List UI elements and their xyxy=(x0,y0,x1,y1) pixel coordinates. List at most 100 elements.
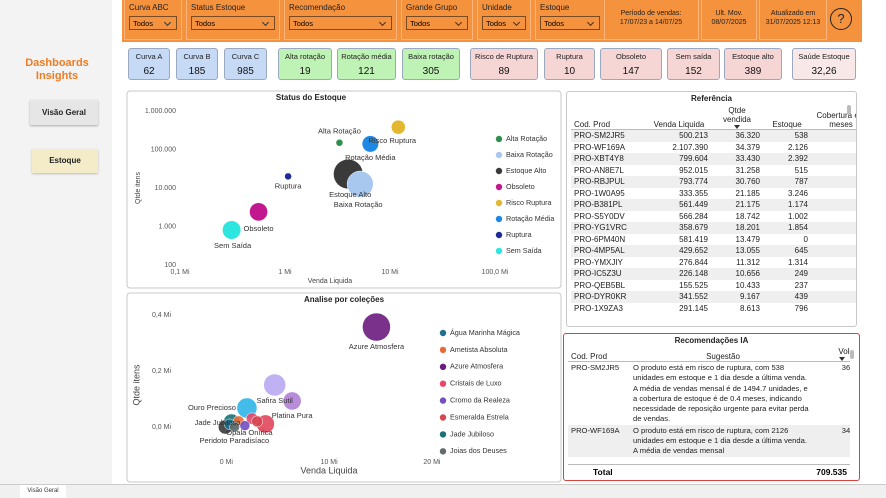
kpi-label: Curva B xyxy=(183,52,211,61)
help-button[interactable]: ? xyxy=(830,8,852,30)
table-cell: 566.284 xyxy=(679,211,708,221)
legend-marker xyxy=(495,215,503,223)
bubble-label: Estoque Alto xyxy=(329,190,371,199)
column-header: Sugestão xyxy=(630,347,816,362)
table-cell: 2,8 xyxy=(811,257,856,269)
legend-label: Joias dos Deuses xyxy=(450,446,507,455)
x-tick-label: 10 Mi xyxy=(381,269,399,276)
table-row: PRO-IC5Z3U 226.148 10.656 2490,6 xyxy=(571,268,856,280)
sidebar-title: Dashboards Insights xyxy=(25,57,89,82)
filter-dropdown[interactable]: Todos xyxy=(540,16,600,30)
legend-label: Jade Jubiloso xyxy=(450,429,494,438)
filter-dropdown[interactable]: Todos xyxy=(129,16,177,30)
table-cell: 952.015 xyxy=(679,165,708,175)
nav-button[interactable]: Visão Geral xyxy=(30,100,98,125)
x-tick-label: 1 Mi xyxy=(278,269,292,276)
sidebar xyxy=(0,0,112,484)
y-tick-label: 1.000.000 xyxy=(145,108,176,115)
page-tab[interactable]: Visão Geral xyxy=(20,485,66,498)
table-cell: PRO-IC5Z3U xyxy=(574,269,622,279)
bubble-label: Azure Atmosfera xyxy=(349,342,405,351)
kpi-label: Curva A xyxy=(135,52,163,61)
table-cell: 0,0 xyxy=(811,234,856,246)
table-body: PRO-SM2JR5500.21336.3205380,4PRO-WF169A2… xyxy=(571,129,856,315)
bubble xyxy=(361,135,379,153)
kpi-value: 19 xyxy=(299,66,311,77)
table-cell: O produto está em risco de ruptura, com … xyxy=(633,363,809,424)
legend-label: Cristais de Luxo xyxy=(450,379,502,388)
filter-label: Status Estoque xyxy=(191,3,246,12)
filter: Recomendação Todos xyxy=(284,0,397,40)
kpi-card: Alta rotação 19 xyxy=(278,48,332,80)
bubble-label: Obsoleto xyxy=(244,224,274,233)
header-row: Cod. ProdSugestãoVolume xyxy=(568,347,850,362)
bubble-label: Risco Ruptura xyxy=(369,136,417,145)
y-tick-label: 1.000 xyxy=(158,223,176,230)
filter-dropdown[interactable]: Todos xyxy=(191,16,275,30)
updated: 31/07/2025 12:13 xyxy=(765,19,821,26)
x-tick-label: 0 Mi xyxy=(220,459,234,466)
table-cell: PRO-YG1VRC xyxy=(574,223,627,233)
table-cell: 561.449 xyxy=(679,200,708,210)
table-cell: 226.148 xyxy=(679,269,708,279)
table-row: PRO-DYR0KR 341.552 9.167 4391,2 xyxy=(571,291,856,303)
table-cell: PRO-WF169A xyxy=(571,425,620,435)
kpi-label: Sem saída xyxy=(675,52,712,61)
updated-label: Atualizado em xyxy=(770,10,816,17)
bubble xyxy=(239,420,251,431)
table-cell: 1,2 xyxy=(811,291,856,303)
table-row: PRO-WF169A O produto está em risco de rup… xyxy=(568,424,850,457)
bubble xyxy=(251,415,264,428)
kpi-value: 121 xyxy=(358,66,375,77)
legend-marker xyxy=(439,448,447,455)
table-cell: 341.552 xyxy=(679,292,708,302)
total-value: 709.535 xyxy=(816,467,847,477)
table-cell: 0,4 xyxy=(811,130,856,142)
column-header: Qtde vendida xyxy=(711,105,763,130)
kpi-label: Ruptura xyxy=(556,52,583,61)
kpi-label: Obsoleto xyxy=(615,52,647,61)
legend-label: Água Marinha Mágica xyxy=(450,328,520,337)
nav-button[interactable]: Estoque xyxy=(32,149,98,173)
y-tick-label: 0,2 Mi xyxy=(152,368,172,375)
kpi-card: Risco de Ruptura 89 xyxy=(470,48,538,80)
kpi-value: 32,26 xyxy=(811,66,837,77)
table-cell: 1,7 xyxy=(811,153,856,165)
filter-dropdown[interactable]: Todos xyxy=(482,16,526,30)
kpi-card: Curva A 62 xyxy=(128,48,170,80)
reference-table: Cod. Prod Venda Liquida Qtde vendida Estoqu… xyxy=(571,105,856,315)
table-row: PRO-SM2JR5 O produto está em risco de rup… xyxy=(568,362,850,425)
table-row: PRO-1W0A95 333.355 21.185 3.2463,7 xyxy=(571,188,856,200)
total-row: Total 709.535 xyxy=(568,464,850,478)
kpi-card: Ruptura 10 xyxy=(544,48,595,80)
kpi-card: Curva C 985 xyxy=(224,48,267,80)
bubble xyxy=(249,202,268,222)
kpi-value: 152 xyxy=(685,66,702,77)
table-cell: PRO-DYR0KR xyxy=(574,292,627,302)
table-cell: 21.185 xyxy=(735,188,760,198)
y-tick-label: 100 xyxy=(164,262,176,269)
kpi-label: Rotação média xyxy=(341,52,392,61)
filter-dropdown[interactable]: Todos xyxy=(406,16,468,30)
table-cell: 237 xyxy=(794,280,808,290)
table-cell: 515 xyxy=(794,165,808,175)
table-cell: 581.419 xyxy=(679,234,708,244)
filter-dropdown[interactable]: Todos xyxy=(289,16,392,30)
table-cell: 0 xyxy=(803,234,808,244)
kpi-card: Baixa rotação 305 xyxy=(402,48,460,80)
bubble xyxy=(263,373,286,397)
bottom-bar xyxy=(0,484,886,498)
x-tick-label: 20 Mi xyxy=(423,459,441,466)
legend-marker xyxy=(439,431,447,438)
table-cell: PRO-QEB5BL xyxy=(574,280,626,290)
period-info: Período de vendas: 17/07/23 a 14/07/25 xyxy=(603,0,699,40)
kpi-value: 89 xyxy=(498,66,510,77)
filter-label: Curva ABC xyxy=(129,3,169,12)
table-cell: PRO-AN8E7L xyxy=(574,165,624,175)
bubble xyxy=(346,170,374,198)
bubble-label: Alta Rotação xyxy=(318,127,361,136)
table-cell: 796 xyxy=(794,303,808,313)
x-axis-label: Venda Liquida xyxy=(308,278,352,285)
